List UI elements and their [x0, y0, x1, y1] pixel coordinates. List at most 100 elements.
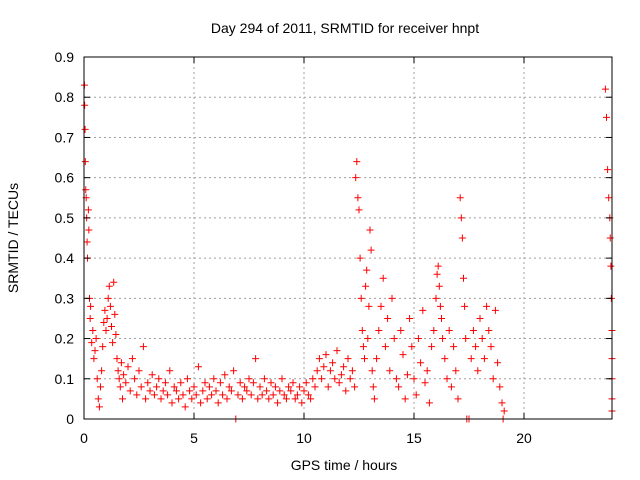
data-point: [88, 339, 96, 347]
data-point: [254, 395, 262, 403]
data-point: [192, 391, 200, 399]
data-point: [214, 399, 222, 407]
data-point: [434, 262, 442, 270]
data-point: [408, 343, 416, 351]
data-point: [263, 387, 271, 395]
data-point: [265, 395, 273, 403]
data-point: [113, 355, 121, 363]
data-point: [445, 327, 453, 335]
data-point: [472, 343, 480, 351]
data-point: [271, 383, 279, 391]
data-point: [375, 327, 383, 335]
y-axis-label: SRMTID / TECUs: [5, 183, 21, 293]
x-axis-label: GPS time / hours: [291, 457, 398, 473]
data-point: [433, 270, 441, 278]
data-point: [212, 387, 220, 395]
data-point: [357, 294, 365, 302]
data-point: [356, 254, 364, 262]
data-point: [386, 367, 394, 375]
data-point: [489, 375, 497, 383]
data-point: [94, 395, 102, 403]
data-point: [164, 391, 172, 399]
data-point: [223, 395, 231, 403]
data-point: [122, 379, 130, 387]
data-point: [358, 327, 366, 335]
data-point: [379, 274, 387, 282]
data-point: [157, 395, 165, 403]
data-point: [135, 367, 143, 375]
data-point: [99, 343, 107, 351]
data-point: [309, 375, 317, 383]
data-point: [243, 387, 251, 395]
data-point: [177, 379, 185, 387]
data-point: [335, 379, 343, 387]
data-point: [331, 375, 339, 383]
data-point: [373, 355, 381, 363]
data-point: [365, 302, 373, 310]
x-tick-label: 0: [80, 430, 88, 446]
data-point: [491, 306, 499, 314]
data-point: [219, 391, 227, 399]
data-point: [208, 391, 216, 399]
y-tick-label: 0.4: [55, 250, 75, 266]
data-point: [333, 347, 341, 355]
x-tick-label: 10: [296, 430, 312, 446]
data-point: [81, 101, 89, 109]
y-tick-label: 0.3: [55, 290, 75, 306]
data-point: [483, 302, 491, 310]
data-point: [210, 375, 218, 383]
data-point: [86, 314, 94, 322]
chart-title: Day 294 of 2011, SRMTID for receiver hnp…: [211, 20, 479, 36]
data-point: [296, 383, 304, 391]
data-point: [117, 359, 125, 367]
data-point: [412, 391, 420, 399]
data-point: [313, 367, 321, 375]
data-point: [249, 379, 257, 387]
data-point: [494, 359, 502, 367]
data-point: [410, 375, 418, 383]
x-tick-label: 20: [516, 430, 532, 446]
data-point: [269, 391, 277, 399]
data-point: [100, 318, 108, 326]
data-point: [116, 383, 124, 391]
data-point: [199, 387, 207, 395]
data-point: [364, 335, 372, 343]
data-point: [124, 363, 132, 371]
data-point: [291, 395, 299, 403]
data-point: [87, 302, 95, 310]
data-point: [454, 395, 462, 403]
data-point: [458, 234, 466, 242]
data-point: [460, 274, 467, 282]
data-point: [276, 387, 284, 395]
data-point: [236, 379, 244, 387]
y-axis: 0 0.1 0.2 0.3 0.4 0.5 0.6 0.7 0.8 0.9: [55, 49, 612, 427]
data-point: [439, 335, 447, 343]
data-point: [304, 391, 312, 399]
data-point: [256, 383, 264, 391]
y-tick-label: 0.1: [55, 371, 75, 387]
data-point: [432, 294, 440, 302]
data-point: [392, 375, 400, 383]
x-tick-label: 15: [406, 430, 422, 446]
data-point: [146, 387, 154, 395]
data-point: [282, 395, 290, 403]
data-point: [106, 302, 114, 310]
data-point: [399, 351, 407, 359]
data-point: [307, 395, 315, 403]
data-point: [245, 375, 253, 383]
data-point: [342, 387, 350, 395]
data-point: [461, 302, 469, 310]
data-point: [85, 226, 93, 234]
data-point: [329, 359, 337, 367]
data-point: [381, 343, 389, 351]
data-point: [435, 282, 443, 290]
data-point: [111, 310, 119, 318]
data-point: [183, 375, 191, 383]
data-point: [487, 343, 495, 351]
data-point: [285, 383, 293, 391]
data-point: [324, 383, 332, 391]
data-point: [485, 327, 493, 335]
data-point: [97, 383, 104, 391]
data-point: [390, 335, 398, 343]
y-tick-label: 0: [66, 411, 74, 427]
